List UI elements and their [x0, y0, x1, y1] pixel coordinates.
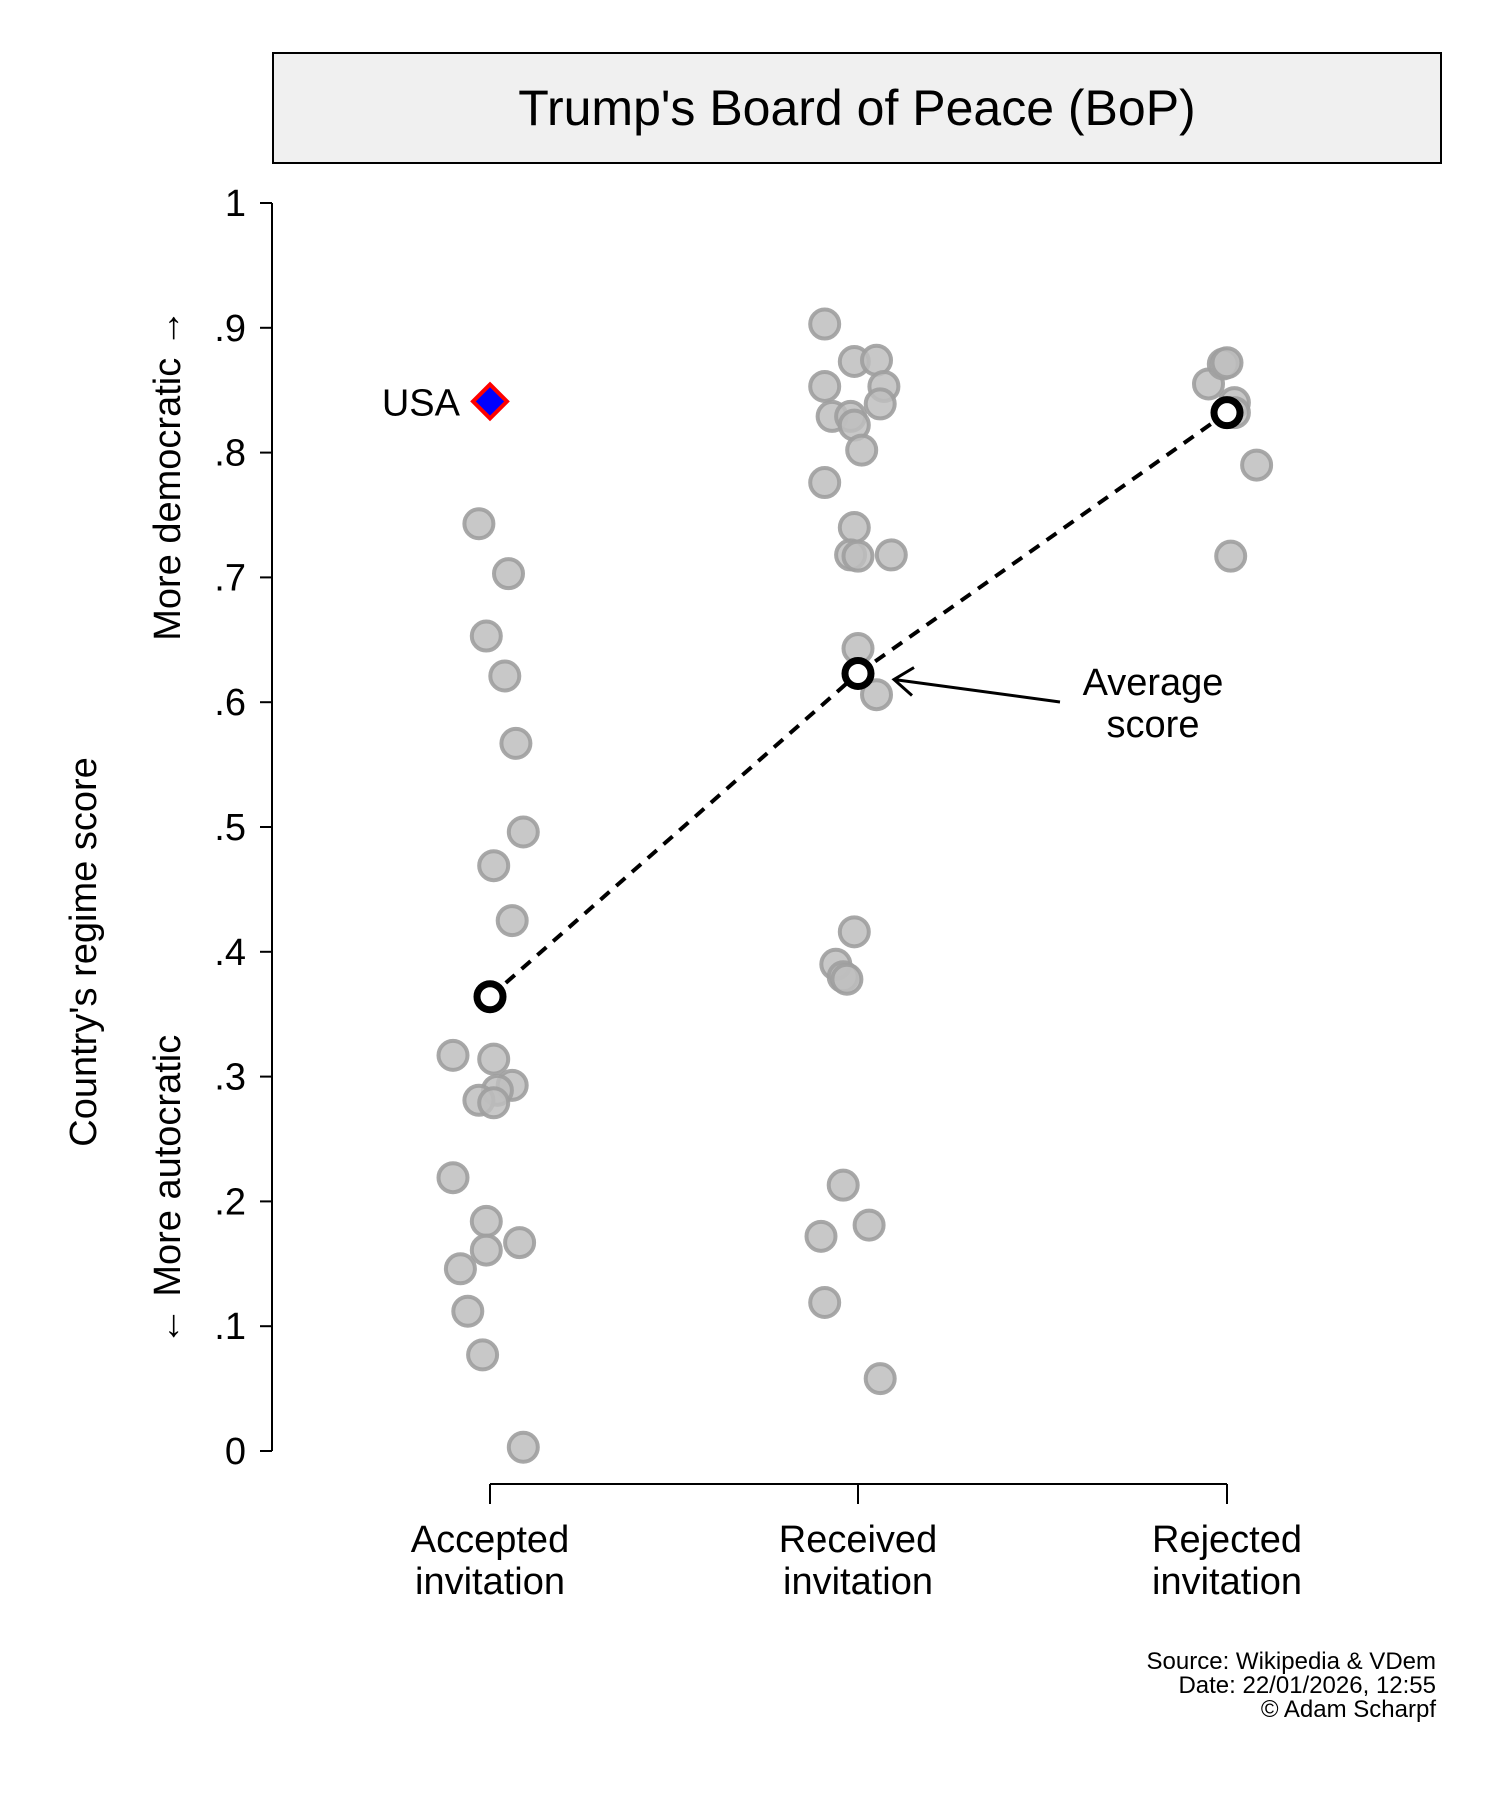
country-point — [495, 904, 529, 938]
country-point — [826, 1168, 860, 1202]
y-axis-labels: Country's regime score More democratic →… — [63, 309, 189, 1345]
average-series — [473, 396, 1244, 1014]
country-point — [443, 1252, 477, 1286]
country-point — [841, 539, 875, 573]
annotation-arrowhead — [891, 666, 915, 697]
country-point — [436, 1038, 470, 1072]
country-point — [466, 1338, 500, 1372]
y-axis-annotation-autocratic: ← More autocratic — [147, 1035, 189, 1345]
country-point — [506, 1430, 540, 1464]
country-point — [1210, 346, 1244, 380]
country-point — [852, 1208, 886, 1242]
average-point — [841, 656, 875, 690]
country-point — [506, 815, 540, 849]
y-tick-label: 1 — [225, 183, 246, 225]
average-point — [1210, 396, 1244, 430]
country-point — [469, 1233, 503, 1267]
country-point — [503, 1226, 537, 1260]
y-tick-label: .3 — [214, 1057, 246, 1099]
country-point — [863, 387, 897, 421]
y-tick-label: .8 — [214, 433, 246, 475]
usa-label: USA — [382, 382, 461, 424]
usa-diamond-marker — [470, 381, 510, 422]
chart-title: Trump's Board of Peace (BoP) — [272, 52, 1442, 164]
country-point — [860, 678, 893, 712]
country-point — [469, 1204, 503, 1238]
date-text: Date: 22/01/2026, 12:55 — [1178, 1672, 1436, 1699]
y-tick-label: .1 — [214, 1306, 246, 1348]
average-line-segment — [856, 411, 1229, 676]
country-point — [477, 849, 511, 883]
country-point — [845, 433, 879, 467]
y-tick-label: 0 — [225, 1431, 246, 1473]
x-tick-label-line1: Accepted — [411, 1519, 569, 1561]
annotation-text-line2: score — [1107, 704, 1200, 746]
average-line-segment — [488, 671, 860, 999]
author-text: © Adam Scharpf — [1260, 1696, 1436, 1723]
x-axis: AcceptedinvitationReceivedinvitationReje… — [411, 1483, 1302, 1603]
y-tick-label: .7 — [214, 557, 246, 599]
annotation-arrow-line — [893, 678, 1061, 704]
y-axis: 1 .9 .8 .7 .6 .5 .4 .3 .2 .1 0 — [214, 183, 273, 1473]
country-point — [808, 369, 842, 403]
y-tick-label: .9 — [214, 308, 246, 350]
x-tick-label-line2: invitation — [415, 1561, 565, 1603]
country-point — [837, 915, 871, 949]
y-tick-label: .4 — [214, 932, 246, 974]
country-point — [830, 962, 864, 996]
country-point — [1214, 539, 1248, 573]
source-text: Source: Wikipedia & VDem — [1146, 1648, 1436, 1675]
y-axis-annotation-democratic: More democratic → — [147, 309, 189, 641]
country-point — [808, 466, 842, 500]
x-tick-label-line1: Received — [779, 1519, 937, 1561]
x-tick-label-line2: invitation — [1152, 1561, 1302, 1603]
credits: Source: Wikipedia & VDem Date: 22/01/202… — [1147, 1650, 1436, 1722]
country-point — [808, 307, 842, 341]
y-axis-title: Country's regime score — [63, 757, 105, 1147]
country-point — [477, 1086, 511, 1120]
x-tick-label-line2: invitation — [783, 1561, 933, 1603]
y-tick-label: .6 — [214, 682, 246, 724]
y-tick-label: .5 — [214, 807, 246, 849]
country-point — [808, 1285, 842, 1319]
average-point — [473, 980, 507, 1014]
country-point — [451, 1294, 485, 1328]
country-point — [488, 659, 522, 693]
x-tick-label-line1: Rejected — [1152, 1519, 1302, 1561]
country-points — [436, 307, 1274, 1464]
country-point — [436, 1161, 470, 1195]
annotation-text-line1: Average — [1083, 662, 1224, 704]
country-point — [499, 726, 533, 760]
country-point — [462, 507, 496, 541]
country-point — [492, 557, 525, 591]
country-point — [469, 619, 503, 653]
usa-marker-group: USA — [382, 381, 510, 424]
country-point — [837, 510, 871, 544]
y-tick-label: .2 — [214, 1181, 246, 1223]
country-point — [1240, 448, 1274, 482]
country-point — [874, 538, 908, 572]
country-point — [477, 1042, 511, 1076]
country-point — [804, 1219, 838, 1253]
country-point — [863, 1362, 897, 1396]
